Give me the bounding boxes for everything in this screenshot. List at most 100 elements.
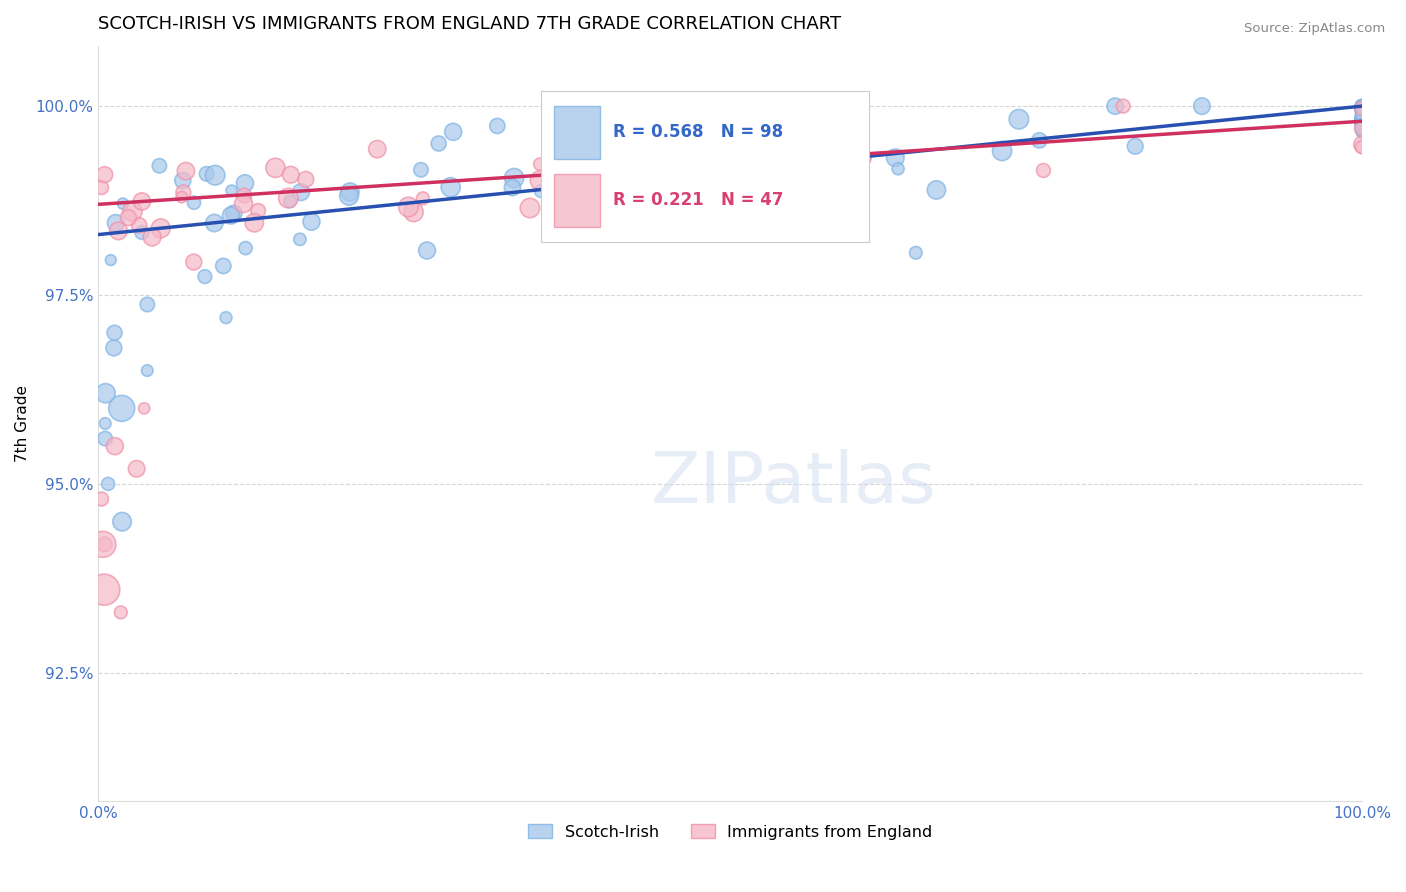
Point [1351, 102, 1374, 116]
Point [1351, 121, 1374, 136]
Point [1351, 115, 1374, 129]
Point [1351, 115, 1374, 129]
Point [398, 200, 420, 214]
Point [222, 206, 245, 220]
Legend: Scotch-Irish, Immigrants from England: Scotch-Irish, Immigrants from England [522, 818, 939, 847]
Point [1351, 114, 1374, 128]
Point [366, 142, 388, 156]
Point [90, 491, 112, 506]
Point [235, 241, 257, 255]
Point [172, 173, 194, 187]
Point [107, 224, 129, 238]
Point [1351, 108, 1374, 122]
Point [212, 259, 235, 273]
Point [233, 177, 256, 191]
Point [1351, 113, 1374, 128]
Point [501, 180, 523, 194]
Point [1351, 114, 1374, 128]
Point [503, 171, 526, 186]
Point [117, 211, 139, 225]
Point [1351, 117, 1374, 131]
Point [776, 167, 799, 181]
Point [141, 230, 163, 244]
Point [1351, 119, 1374, 133]
Point [1351, 116, 1374, 130]
Point [616, 183, 638, 197]
Point [339, 185, 361, 199]
Point [204, 168, 226, 182]
Point [779, 139, 801, 153]
Point [195, 167, 218, 181]
Point [409, 162, 432, 177]
Point [1028, 133, 1050, 147]
Point [100, 253, 122, 268]
Point [93, 582, 115, 597]
Point [1351, 99, 1374, 113]
Text: ZIPatlas: ZIPatlas [651, 450, 936, 518]
Text: SCOTCH-IRISH VS IMMIGRANTS FROM ENGLAND 7TH GRADE CORRELATION CHART: SCOTCH-IRISH VS IMMIGRANTS FROM ENGLAND … [98, 15, 842, 33]
Point [735, 188, 758, 202]
Point [221, 184, 243, 198]
Point [1351, 113, 1374, 128]
Point [598, 175, 620, 189]
Point [1351, 106, 1374, 120]
Point [1351, 117, 1374, 131]
Point [1123, 139, 1146, 153]
Point [427, 136, 450, 151]
Point [290, 185, 312, 199]
Point [402, 205, 425, 219]
Point [1351, 104, 1374, 119]
Point [215, 310, 238, 325]
Point [853, 151, 876, 165]
Point [731, 99, 754, 113]
Point [111, 401, 134, 416]
Point [925, 183, 948, 197]
Point [1008, 112, 1031, 127]
Point [183, 255, 205, 269]
Point [131, 226, 153, 240]
Point [640, 172, 662, 186]
Point [416, 244, 439, 258]
Point [657, 130, 679, 145]
Point [219, 209, 242, 223]
Point [1351, 116, 1374, 130]
Point [111, 515, 134, 529]
Point [1351, 99, 1374, 113]
Point [1191, 99, 1213, 113]
Point [1104, 99, 1126, 113]
Point [97, 476, 120, 491]
Point [136, 297, 159, 311]
Point [280, 168, 302, 182]
Point [128, 219, 150, 233]
Point [529, 157, 551, 171]
Point [90, 180, 112, 194]
Point [412, 191, 434, 205]
Point [1351, 125, 1374, 139]
Point [1351, 140, 1374, 154]
Point [529, 173, 551, 187]
Point [301, 215, 323, 229]
Point [1351, 99, 1374, 113]
Point [172, 186, 194, 200]
Point [1351, 117, 1374, 131]
Point [440, 180, 463, 194]
Point [1351, 120, 1374, 135]
Point [110, 605, 132, 619]
Point [295, 172, 318, 186]
Point [121, 204, 143, 219]
Point [243, 216, 266, 230]
Point [1351, 102, 1374, 116]
Point [183, 195, 205, 210]
Point [1351, 102, 1374, 116]
Point [103, 341, 125, 355]
Point [1351, 99, 1374, 113]
Point [91, 537, 114, 551]
Point [631, 194, 654, 209]
Point [1351, 99, 1374, 113]
Point [202, 216, 225, 230]
Point [247, 203, 270, 218]
Point [125, 462, 148, 476]
Point [103, 326, 125, 340]
Point [519, 201, 541, 215]
Point [1351, 103, 1374, 117]
